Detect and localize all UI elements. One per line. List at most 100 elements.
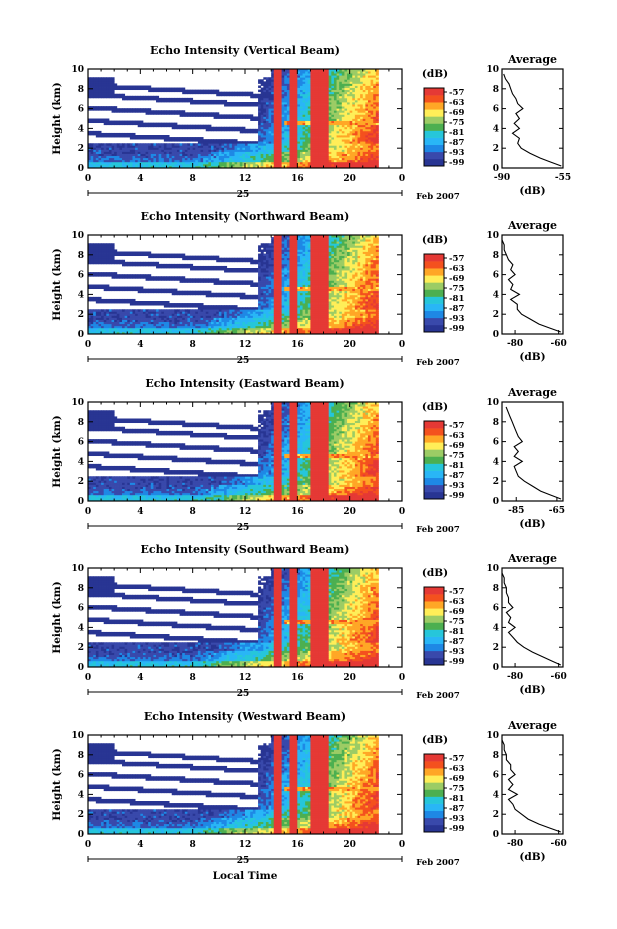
heatmap-cell (268, 163, 272, 167)
heatmap-cell (208, 255, 212, 259)
heatmap-cell (140, 108, 144, 111)
heatmap-cell (127, 122, 131, 126)
heatmap-cell (127, 155, 131, 159)
heatmap-cell (242, 143, 246, 146)
heatmap-cell (111, 145, 115, 148)
heatmap-cell (150, 159, 154, 163)
heatmap-cell (169, 309, 173, 312)
heatmap-cell (106, 93, 110, 97)
heatmap-cell (95, 143, 99, 146)
heatmap-cell (111, 77, 115, 80)
heatmap-cell (263, 122, 267, 126)
heatmap-cell (116, 108, 120, 111)
heatmap-cell (190, 97, 194, 101)
heatmap-cell (258, 130, 262, 134)
heatmap-cell (229, 116, 233, 119)
heatmap-cell (218, 126, 222, 130)
heatmap-cell (111, 143, 115, 146)
heatmap-cell (140, 153, 144, 157)
heatmap-cell (142, 155, 146, 159)
heatmap-cell (122, 251, 126, 254)
heatmap-cell (103, 163, 107, 167)
heatmap-cell (179, 163, 183, 167)
heatmap-cell (106, 108, 110, 111)
heatmap-cell (208, 265, 212, 269)
heatmap-cell (265, 106, 269, 109)
heatmap-cell (161, 276, 165, 279)
heatmap-cell (239, 157, 243, 161)
heatmap-cell (271, 85, 275, 88)
heatmap-cell (93, 284, 97, 287)
heatmap-cell (197, 124, 201, 128)
heatmap-cell (103, 85, 107, 88)
heatmap-cell (101, 87, 105, 91)
heatmap-cell (263, 110, 267, 113)
heatmap-cell (190, 145, 194, 148)
heatmap-cell (119, 149, 123, 152)
heatmap-cell (182, 139, 186, 142)
heatmap-cell (221, 153, 225, 157)
heatmap-cell (135, 143, 139, 146)
heatmap-cell (195, 278, 199, 281)
heatmap-cell (88, 153, 92, 157)
heatmap-cell (263, 93, 267, 97)
heatmap-cell (210, 165, 214, 169)
heatmap-cell (156, 135, 160, 138)
heatmap-cell (166, 159, 170, 163)
heatmap-cell (258, 143, 262, 146)
heatmap-cell (127, 87, 131, 91)
heatmap-cell (142, 87, 146, 91)
heatmap-cell (260, 102, 264, 105)
heatmap-cell (158, 161, 162, 165)
heatmap-cell (103, 81, 107, 84)
heatmap-cell (145, 161, 149, 165)
heatmap-cell (88, 79, 92, 82)
heatmap-cell (208, 151, 212, 154)
heatmap-cell (98, 91, 102, 95)
heatmap-cell (260, 79, 264, 82)
heatmap-cell (192, 153, 196, 157)
heatmap-cell (145, 153, 149, 157)
x-tick-label: 12 (239, 174, 252, 184)
heatmap-cell (195, 255, 199, 259)
heatmap-cell (234, 114, 238, 117)
heatmap-cell (169, 112, 173, 115)
heatmap-cell (205, 155, 209, 159)
heatmap-cell (135, 251, 139, 254)
heatmap-cell (150, 301, 154, 304)
heatmap-cell (271, 128, 275, 132)
heatmap-cell (184, 124, 188, 128)
heatmap-cell (98, 149, 102, 152)
heatmap-cell (265, 161, 269, 165)
heatmap-cell (145, 110, 149, 113)
heatmap-cell (205, 128, 209, 132)
heatmap-cell (171, 159, 175, 163)
heatmap-cell (268, 106, 272, 109)
heatmap-cell (174, 97, 178, 101)
heatmap-cell (250, 114, 254, 117)
heatmap-cell (129, 132, 133, 136)
heatmap-cell (203, 163, 207, 167)
heatmap-cell (114, 161, 118, 165)
heatmap-cell (179, 290, 183, 294)
profile-y-tick-label: 8 (493, 85, 499, 95)
heatmap-cell (263, 97, 267, 101)
heatmap-cell (195, 155, 199, 159)
heatmap-cell (242, 145, 246, 148)
heatmap-cell (265, 157, 269, 161)
heatmap-cell (158, 253, 162, 257)
heatmap-cell (150, 288, 154, 292)
colorbar-swatch (424, 123, 444, 131)
heatmap-cell (268, 85, 272, 88)
heatmap-cell (203, 102, 207, 105)
heatmap-cell (129, 137, 133, 140)
heatmap-cell (132, 155, 136, 159)
heatmap-cell (208, 126, 212, 130)
heatmap-cell (101, 298, 105, 302)
heatmap-cell (142, 251, 146, 254)
heatmap-cell (166, 89, 170, 93)
heatmap-cell (153, 301, 157, 304)
heatmap-cell (265, 137, 269, 140)
heatmap-cell (197, 112, 201, 115)
heatmap-cell (237, 151, 241, 154)
